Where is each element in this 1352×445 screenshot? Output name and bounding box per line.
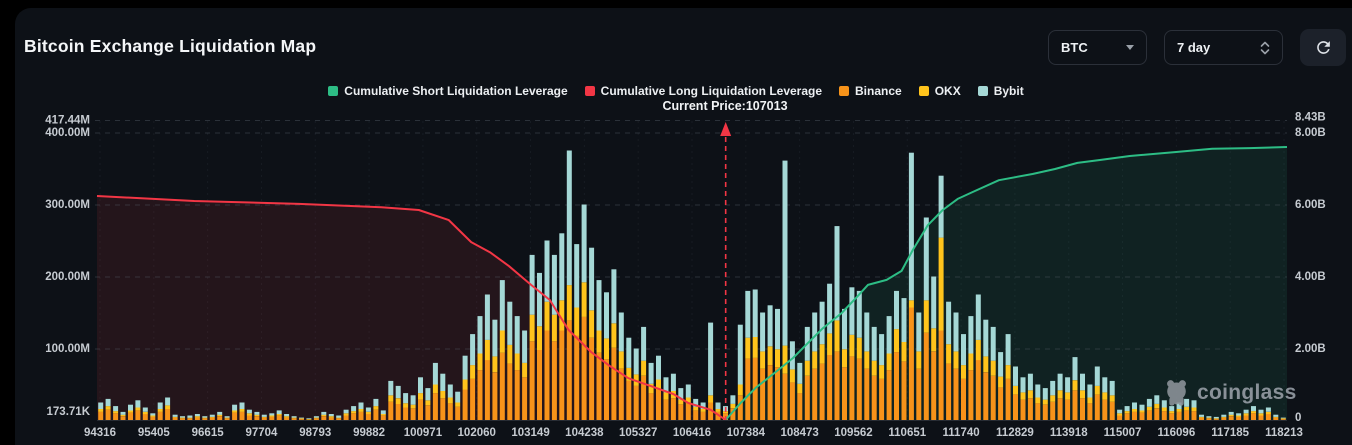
legend-label: Cumulative Short Liquidation Leverage	[344, 84, 568, 98]
svg-text:400.00M: 400.00M	[45, 127, 90, 139]
legend-label: Cumulative Long Liquidation Leverage	[600, 84, 823, 98]
svg-text:116096: 116096	[1157, 427, 1195, 439]
svg-text:8.00B: 8.00B	[1295, 127, 1326, 139]
svg-text:98793: 98793	[299, 427, 331, 439]
svg-text:118213: 118213	[1265, 427, 1303, 439]
timeframe-select[interactable]: 7 day	[1164, 30, 1283, 65]
legend-item-bybit[interactable]: Bybit	[977, 84, 1024, 98]
updown-spinner-icon	[1260, 41, 1270, 54]
coinglass-watermark: coinglass	[1163, 378, 1297, 408]
refresh-button[interactable]	[1300, 29, 1346, 66]
svg-text:417.44M: 417.44M	[45, 114, 90, 126]
svg-text:4.00B: 4.00B	[1295, 271, 1326, 283]
refresh-icon	[1316, 41, 1330, 54]
watermark-text: coinglass	[1197, 381, 1297, 404]
svg-text:113918: 113918	[1050, 427, 1088, 439]
svg-text:94316: 94316	[84, 427, 116, 439]
svg-text:97704: 97704	[245, 427, 278, 439]
svg-text:110651: 110651	[888, 427, 926, 439]
svg-text:2.00B: 2.00B	[1295, 343, 1326, 355]
svg-text:106416: 106416	[673, 427, 711, 439]
svg-text:96615: 96615	[192, 427, 225, 439]
svg-text:112829: 112829	[996, 427, 1034, 439]
chart-legend: Cumulative Short Liquidation Leverage Cu…	[0, 84, 1352, 98]
okx-swatch-icon	[918, 86, 929, 96]
svg-text:108473: 108473	[780, 427, 818, 439]
symbol-select[interactable]: BTC	[1048, 30, 1147, 65]
svg-text:109562: 109562	[834, 427, 872, 439]
chevron-down-icon	[1126, 45, 1134, 50]
svg-text:105327: 105327	[619, 427, 657, 439]
svg-text:95405: 95405	[138, 427, 171, 439]
legend-item-binance[interactable]: Binance	[839, 84, 902, 98]
legend-label: Bybit	[993, 84, 1024, 98]
long-leverage-swatch-icon	[584, 86, 595, 96]
svg-text:8.43B: 8.43B	[1295, 112, 1326, 124]
svg-text:104238: 104238	[565, 427, 604, 439]
svg-text:115007: 115007	[1104, 427, 1142, 439]
current-price-annotation: Current Price:107013	[662, 99, 788, 113]
svg-text:99882: 99882	[353, 427, 385, 439]
bybit-swatch-icon	[977, 86, 988, 96]
legend-item-cumulative-short[interactable]: Cumulative Short Liquidation Leverage	[328, 84, 568, 98]
coinglass-bear-icon	[1167, 380, 1186, 406]
svg-text:100.00M: 100.00M	[45, 343, 90, 355]
symbol-select-value: BTC	[1061, 40, 1088, 55]
legend-label: Binance	[855, 84, 902, 98]
timeframe-select-value: 7 day	[1177, 40, 1211, 55]
svg-text:117185: 117185	[1211, 427, 1249, 439]
svg-text:102060: 102060	[458, 427, 496, 439]
svg-text:103149: 103149	[511, 427, 549, 439]
svg-text:6.00B: 6.00B	[1295, 199, 1326, 211]
svg-text:0: 0	[1295, 412, 1301, 424]
legend-item-cumulative-long[interactable]: Cumulative Long Liquidation Leverage	[584, 84, 823, 98]
svg-text:100971: 100971	[404, 427, 443, 439]
svg-text:200.00M: 200.00M	[45, 271, 90, 283]
legend-item-okx[interactable]: OKX	[918, 84, 961, 98]
page-title: Bitcoin Exchange Liquidation Map	[24, 36, 317, 56]
chart-panel	[15, 8, 1352, 445]
binance-swatch-icon	[839, 86, 850, 96]
short-leverage-swatch-icon	[328, 86, 339, 96]
svg-text:107384: 107384	[727, 427, 766, 439]
legend-label: OKX	[934, 84, 961, 98]
svg-text:173.71K: 173.71K	[47, 406, 91, 418]
svg-text:111740: 111740	[943, 427, 980, 439]
svg-text:300.00M: 300.00M	[45, 199, 90, 211]
